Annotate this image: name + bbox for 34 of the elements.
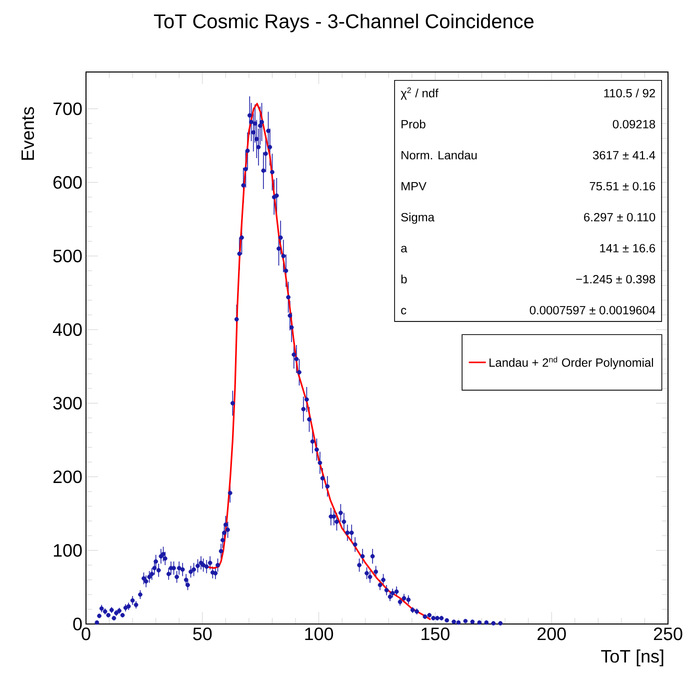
annotation: Prob: [402, 120, 426, 128]
annotation: 75.51 ± 0.16: [590, 182, 656, 190]
annotation: 141 ± 16.6: [600, 244, 656, 252]
annotation: a: [401, 246, 408, 252]
annotation: MPV: [402, 182, 426, 190]
chart-title: ToT Cosmic Rays - 3-Channel Coincidence: [154, 14, 534, 32]
annotation: 0.09218: [612, 120, 656, 128]
annotation: 6.297 ± 0.110: [584, 212, 656, 222]
y-axis-title: Events: [22, 107, 34, 160]
annotation: χ$^{2}$ / ndf: [400, 87, 438, 100]
annotation: 0.0007597 ± 0.0019604: [530, 306, 656, 314]
x-tick-label: 50: [193, 628, 212, 640]
y-tick-label: 200: [53, 470, 82, 484]
annotation: −1.245 ± 0.398: [576, 274, 656, 284]
y-tick-label: 300: [53, 396, 82, 410]
annotation: Sigma: [401, 212, 434, 224]
y-tick-label: 700: [53, 102, 82, 116]
annotation: Norm. Landau: [402, 150, 477, 160]
x-tick-label: 250: [654, 628, 682, 640]
y-tick-label: 500: [53, 250, 82, 262]
annotation: b: [401, 274, 407, 284]
annotation: 3617 ± 41.4: [592, 150, 656, 160]
x-tick-label: 150: [422, 628, 450, 640]
x-tick-label: 0: [82, 628, 90, 640]
annotation: 110.5 / 92: [604, 88, 655, 98]
x-tick-label: 100: [305, 628, 334, 640]
x-tick-label: 200: [538, 628, 566, 640]
x-axis-title: ToT [ns]: [601, 650, 664, 666]
y-tick-label: 0: [73, 618, 82, 630]
legend-label: Landau + 2$^{nd}$ Order Polynomial: [490, 356, 653, 370]
y-tick-label: 100: [54, 544, 82, 557]
y-tick-label: 600: [53, 176, 82, 189]
y-tick-label: 400: [52, 323, 82, 336]
annotation: c: [401, 308, 406, 314]
